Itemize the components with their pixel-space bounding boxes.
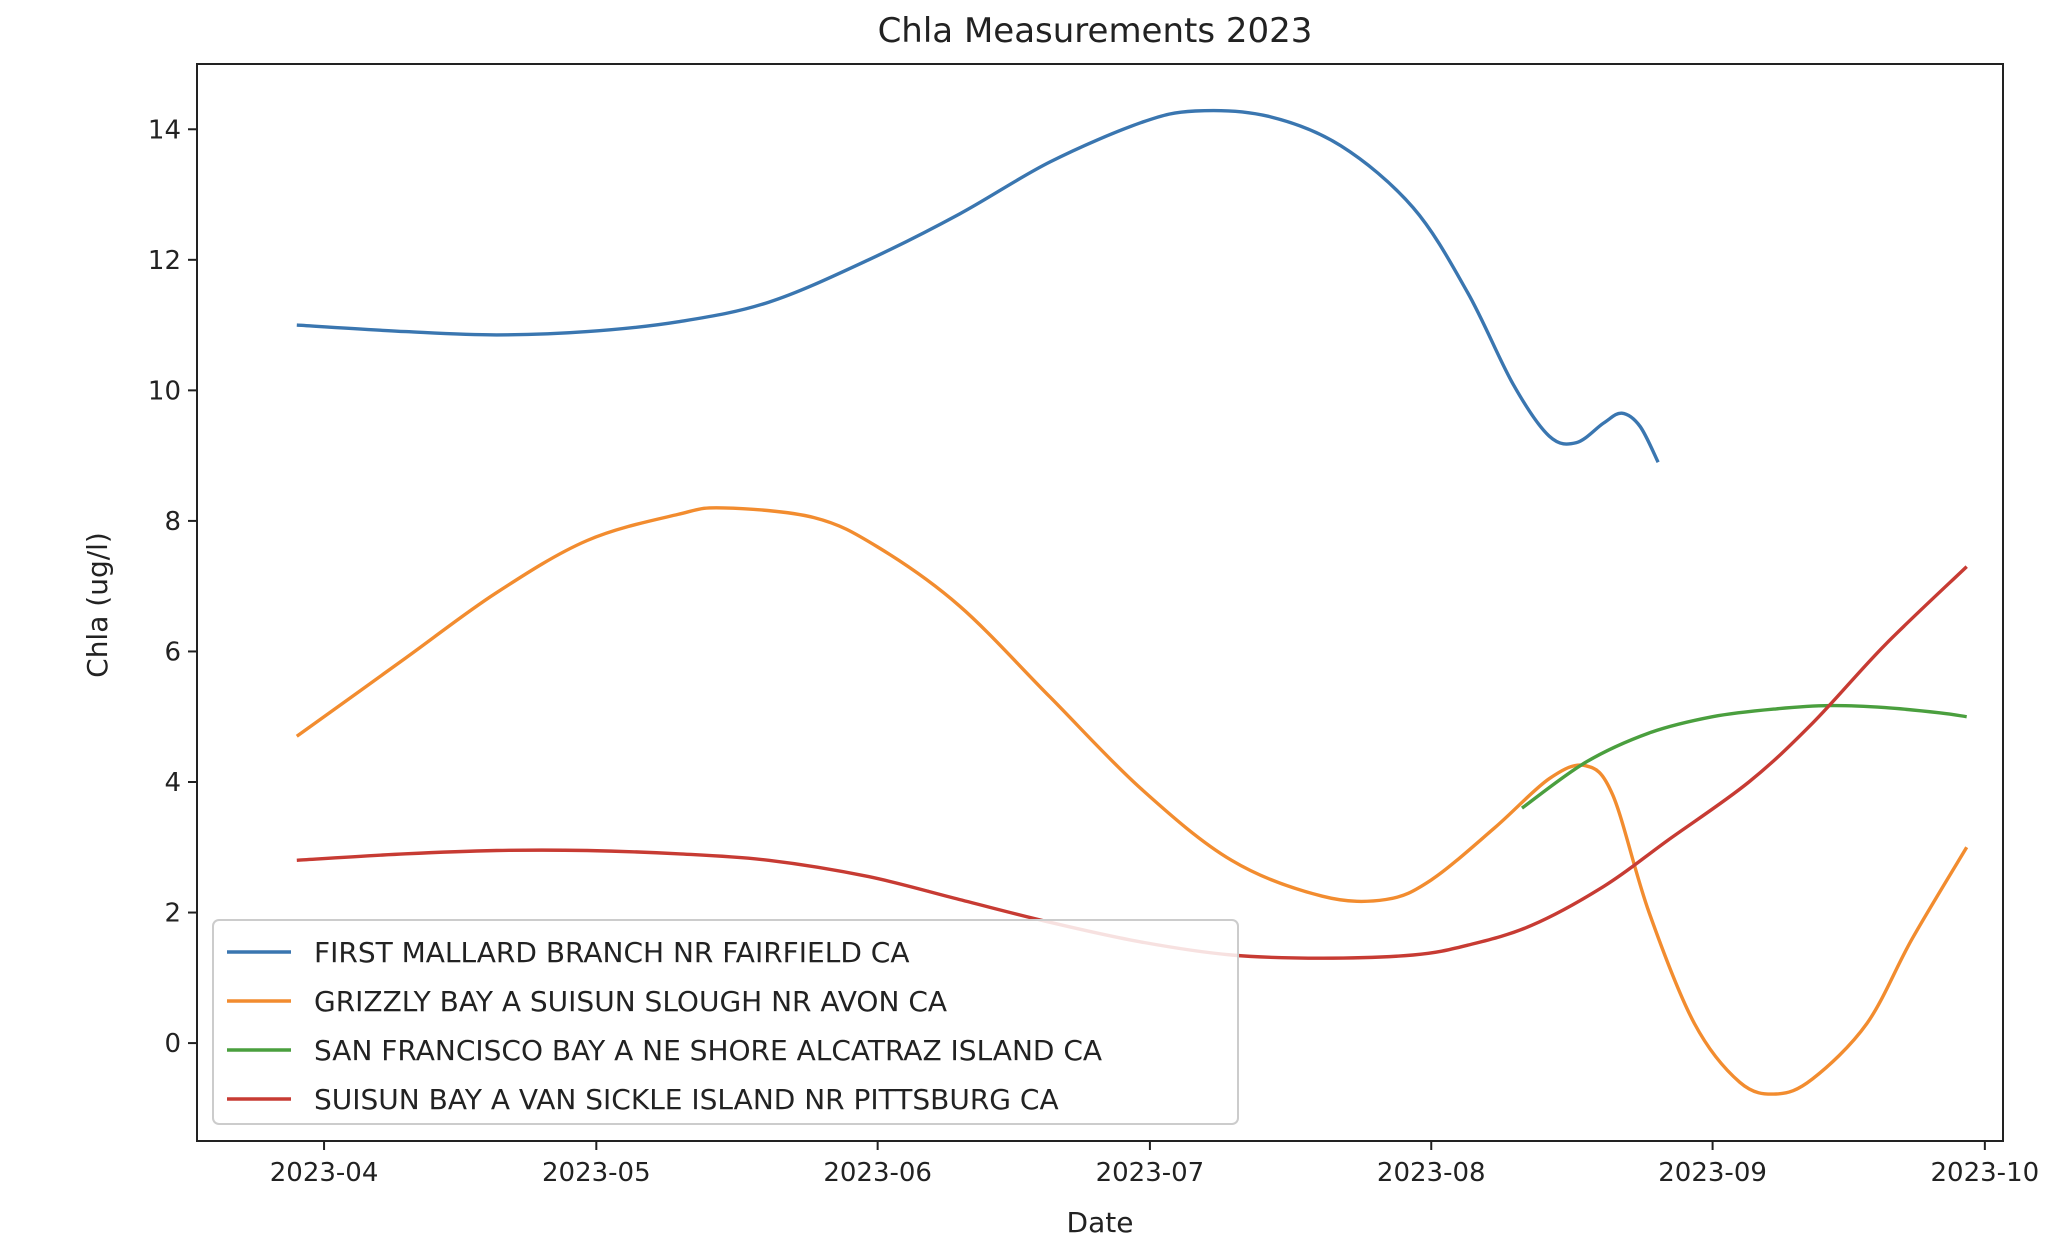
x-tick-label: 2023-06 <box>823 1158 932 1188</box>
x-tick-label: 2023-04 <box>270 1158 379 1188</box>
y-tick-label: 10 <box>148 376 181 406</box>
x-tick-label: 2023-07 <box>1096 1158 1205 1188</box>
legend-label-1: FIRST MALLARD BRANCH NR FAIRFIELD CA <box>314 936 909 969</box>
x-tick-label: 2023-05 <box>542 1158 651 1188</box>
y-tick-label: 8 <box>164 507 181 537</box>
legend-box <box>212 919 1239 1125</box>
x-tick-label: 2023-08 <box>1377 1158 1486 1188</box>
y-tick-label: 12 <box>148 246 181 276</box>
legend-label-4: SUISUN BAY A VAN SICKLE ISLAND NR PITTSB… <box>314 1083 1059 1116</box>
y-tick-label: 0 <box>164 1029 181 1059</box>
y-axis: 0 2 4 6 8 10 12 14 <box>148 115 197 1059</box>
plot-area <box>196 63 2004 1142</box>
x-tick-label: 2023-10 <box>1931 1158 2040 1188</box>
legend: FIRST MALLARD BRANCH NR FAIRFIELD CA GRIZ… <box>212 919 1239 1125</box>
x-axis: 2023-04 2023-05 2023-06 2023-07 2023-08 2023-… <box>270 1141 2039 1188</box>
chart-title: Chla Measurements 2023 <box>878 11 1313 51</box>
series-line-2 <box>295 506 1969 1096</box>
y-axis-label: Chla (ug/l) <box>81 532 114 678</box>
x-tick-label: 2023-09 <box>1658 1158 1767 1188</box>
y-tick-label: 4 <box>164 768 181 798</box>
legend-label-2: GRIZZLY BAY A SUISUN SLOUGH NR AVON CA <box>314 985 947 1018</box>
y-tick-label: 6 <box>164 637 181 667</box>
series-line-1 <box>296 108 1660 463</box>
y-tick-label: 14 <box>148 115 181 145</box>
legend-label-3: SAN FRANCISCO BAY A NE SHORE ALCATRAZ IS… <box>314 1034 1102 1067</box>
x-axis-label: Date <box>1067 1206 1134 1239</box>
series-line-3 <box>1521 703 1967 810</box>
y-tick-label: 2 <box>164 899 181 929</box>
